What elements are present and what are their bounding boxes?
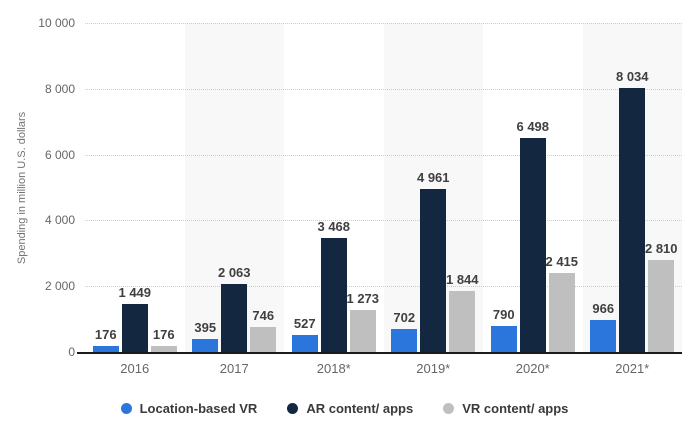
bar-slot: 2 063 — [218, 23, 251, 352]
bar-vr-content-apps-2016[interactable] — [150, 346, 177, 352]
y-tick-label: 6 000 — [44, 147, 75, 162]
bar-value-label: 790 — [492, 307, 515, 323]
x-axis: 2016 2017 2018* 2019* 2020* 2021* — [85, 361, 682, 376]
gridline — [85, 220, 682, 222]
bar-vr-content-apps-2021[interactable] — [648, 259, 675, 352]
bar-slot: 176 — [150, 23, 177, 352]
bar-value-label: 395 — [194, 320, 217, 336]
bar-group-2017: 395 2 063 746 — [185, 23, 285, 352]
bar-vr-content-apps-2018[interactable] — [349, 310, 376, 352]
bar-value-label: 1 844 — [445, 272, 479, 288]
bar-slot: 4 961 — [417, 23, 450, 352]
bar-value-label: 2 063 — [217, 265, 251, 281]
legend-label: VR content/ apps — [462, 401, 569, 416]
bar-value-label: 966 — [592, 301, 615, 317]
gridline — [85, 23, 682, 24]
bar-ar-content-apps-2020[interactable] — [519, 138, 546, 352]
legend-swatch-icon — [443, 403, 455, 414]
gridline — [85, 88, 682, 90]
gridline — [85, 154, 682, 156]
y-tick-label: 10 000 — [38, 16, 75, 30]
legend-swatch-icon — [120, 403, 132, 414]
bar-value-label: 2 810 — [644, 240, 678, 256]
bar-location-based-vr-2018[interactable] — [291, 334, 318, 352]
bar-value-label: 527 — [293, 315, 316, 331]
bar-slot: 176 — [92, 23, 119, 352]
x-axis-line — [77, 352, 682, 354]
bar-ar-content-apps-2021[interactable] — [619, 87, 646, 352]
bar-value-label: 1 273 — [346, 291, 380, 307]
x-category-label: 2021* — [615, 361, 650, 376]
bar-group-2018: 527 3 468 1 273 — [284, 23, 384, 352]
bar-location-based-vr-2021[interactable] — [590, 320, 617, 352]
bar-slot: 3 468 — [317, 23, 350, 352]
bar-ar-content-apps-2018[interactable] — [320, 237, 347, 352]
bar-value-label: 702 — [393, 309, 416, 325]
bar-value-label: 176 — [152, 327, 175, 343]
bar-slot: 1 273 — [346, 23, 379, 352]
bar-slot: 2 415 — [545, 23, 578, 352]
y-axis: 0 2 000 4 000 6 000 8 000 10 000 — [0, 16, 75, 359]
bar-vr-content-apps-2019[interactable] — [449, 291, 476, 352]
bar-value-label: 3 468 — [317, 218, 351, 234]
y-tick-label: 4 000 — [44, 213, 75, 228]
bar-vr-content-apps-2020[interactable] — [548, 272, 575, 352]
legend-label: AR content/ apps — [306, 401, 414, 416]
bar-slot: 746 — [250, 23, 277, 352]
bar-slot: 8 034 — [616, 23, 649, 352]
bar-slot: 1 844 — [446, 23, 479, 352]
plot-area: 176 1 449 176 395 2 063 746 527 3 468 1 273 702 4 … — [77, 23, 683, 354]
bar-slot: 2 810 — [645, 23, 678, 352]
bar-group-2020: 790 6 498 2 415 — [483, 23, 583, 352]
bar-slot: 702 — [391, 23, 418, 352]
x-category-label: 2020* — [515, 361, 550, 376]
bar-group-2021: 966 8 034 2 810 — [583, 23, 683, 352]
bar-value-label: 4 961 — [416, 169, 450, 185]
x-category-label: 2017 — [219, 361, 249, 376]
bar-slot: 966 — [590, 23, 617, 352]
bar-ar-content-apps-2016[interactable] — [121, 304, 148, 352]
legend-item-location-based-vr[interactable]: Location-based VR — [120, 401, 258, 416]
bar-slot: 6 498 — [516, 23, 549, 352]
bar-slot: 527 — [291, 23, 318, 352]
bar-slot: 790 — [490, 23, 517, 352]
legend: Location-based VR AR content/ apps VR cont… — [0, 401, 689, 416]
bar-value-label: 6 498 — [516, 119, 550, 135]
x-category-label: 2018* — [316, 361, 351, 376]
bar-group-2016: 176 1 449 176 — [85, 23, 185, 352]
bar-vr-content-apps-2017[interactable] — [250, 327, 277, 352]
x-category-label: 2016 — [120, 361, 150, 376]
bar-group-2019: 702 4 961 1 844 — [384, 23, 484, 352]
y-tick-label: 0 — [68, 345, 75, 359]
bar-location-based-vr-2020[interactable] — [490, 326, 517, 352]
y-tick-label: 8 000 — [44, 81, 75, 96]
bar-value-label: 8 034 — [615, 68, 649, 84]
legend-swatch-icon — [287, 403, 299, 414]
gridline — [85, 286, 682, 288]
bar-value-label: 2 415 — [545, 253, 579, 269]
y-tick-label: 2 000 — [44, 279, 75, 294]
bar-ar-content-apps-2017[interactable] — [221, 284, 248, 352]
legend-item-ar-content-apps[interactable]: AR content/ apps — [287, 401, 413, 416]
bar-location-based-vr-2016[interactable] — [92, 346, 119, 352]
bar-value-label: 1 449 — [118, 285, 152, 301]
legend-label: Location-based VR — [139, 401, 258, 416]
bar-location-based-vr-2017[interactable] — [192, 339, 219, 352]
bar-slot: 395 — [192, 23, 219, 352]
bar-value-label: 176 — [94, 327, 117, 343]
bar-value-label: 746 — [252, 308, 275, 324]
bar-location-based-vr-2019[interactable] — [391, 328, 418, 352]
bar-slot: 1 449 — [118, 23, 151, 352]
legend-item-vr-content-apps[interactable]: VR content/ apps — [443, 401, 568, 416]
x-category-label: 2019* — [416, 361, 451, 376]
bar-ar-content-apps-2019[interactable] — [420, 188, 447, 352]
